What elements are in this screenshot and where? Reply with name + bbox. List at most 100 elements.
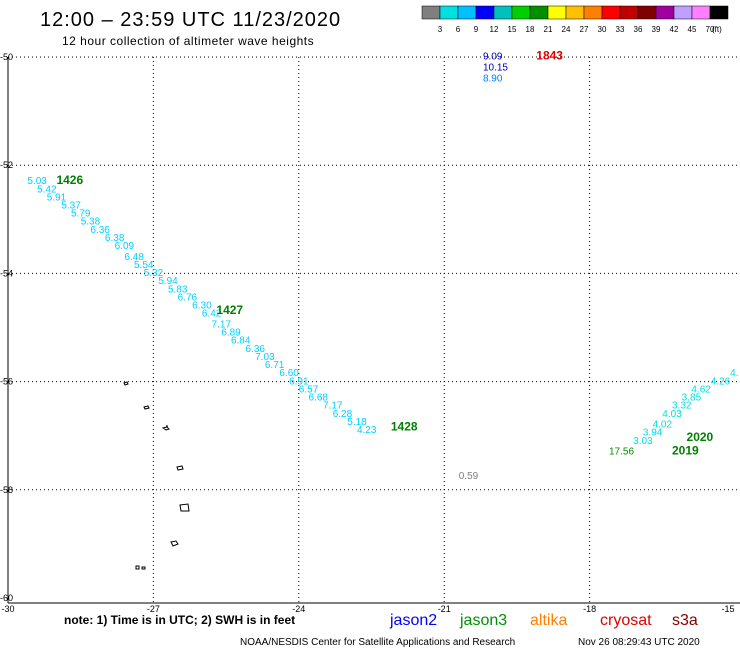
satellite-altika-label: altika (530, 612, 567, 629)
wave-height-label: 6.30 (192, 301, 212, 312)
wave-height-label: 9.09 (483, 52, 503, 63)
legend-unit: (ft) (712, 25, 722, 34)
wave-height-label: 6.68 (308, 393, 328, 404)
legend-swatch (691, 5, 711, 20)
wave-height-label: 5.37 (61, 200, 81, 211)
wave-height-label: 7.17 (212, 320, 232, 331)
wave-height-color-legend: 3 6 9 12 15 18 21 24 27 30 33 36 39 42 45 70 (421, 5, 729, 34)
island-shape (135, 565, 146, 570)
wave-height-label: 8.90 (483, 73, 503, 84)
legend-swatch (619, 5, 639, 20)
wave-height-label: 4.02 (653, 420, 673, 431)
satellite-jason2-label: jason2 (389, 612, 437, 629)
wave-height-label: 6.36 (245, 344, 265, 355)
lon-tick-label: -15 (721, 604, 734, 614)
page-subtitle: 12 hour collection of altimeter wave hei… (62, 34, 314, 48)
wave-height-label: 3.32 (672, 401, 692, 412)
pass-time-label: 2020 (687, 430, 714, 444)
pass-time-label: 1426 (56, 173, 83, 187)
wave-height-label: 5.91 (47, 192, 67, 203)
island-shape (179, 503, 190, 512)
legend-tick-label: 39 (652, 25, 661, 34)
wave-height-label: 4.62 (691, 384, 711, 395)
wave-height-label: 6.71 (265, 360, 285, 371)
wave-height-label: 6.42 (202, 309, 222, 320)
wave-height-label: 6.36 (90, 225, 110, 236)
wave-height-label: 6.28 (333, 409, 353, 420)
legend-swatch (709, 5, 729, 20)
legend-tick-label: 18 (526, 25, 535, 34)
plot-frame (7, 57, 740, 604)
wave-height-label: 7.17 (323, 401, 343, 412)
legend-swatch (673, 5, 693, 20)
legend-tick-label: 70 (706, 25, 715, 34)
legend-tick-label: 15 (508, 25, 517, 34)
lat-tick-label: -50 (0, 52, 13, 62)
legend-tick-label: 36 (634, 25, 643, 34)
wave-height-label: 4. (730, 368, 738, 379)
wave-height-label: 17.56 (609, 447, 634, 458)
wave-height-label: 6.91 (289, 376, 309, 387)
footer-timestamp: Nov 26 08:29:43 UTC 2020 (578, 637, 700, 648)
wave-height-label: 5.42 (37, 184, 57, 195)
wave-height-label: 3.03 (633, 436, 653, 447)
satellite-jason3-label: jason3 (459, 612, 507, 629)
legend-tick-label: 3 (438, 25, 443, 34)
legend-tick-label: 30 (598, 25, 607, 34)
wave-height-label: 5.94 (158, 276, 178, 287)
lat-tick-label: -56 (0, 377, 13, 387)
island-shape (170, 540, 179, 547)
footer-credit: NOAA/NESDIS Center for Satellite Applica… (240, 637, 515, 648)
legend-tick-label: 33 (616, 25, 625, 34)
wave-height-label: 6.84 (231, 336, 251, 347)
graticule: -30 -27 -24 -21 -18 -15 -50 -52 -54 -56 -58 -60 (0, 52, 740, 614)
wave-height-label: 5.32 (144, 268, 164, 279)
legend-swatch (565, 5, 585, 20)
legend-swatch (475, 5, 495, 20)
legend-swatch (583, 5, 603, 20)
legend-swatch (637, 5, 657, 20)
lat-tick-label: -60 (0, 593, 13, 603)
legend-tick-label: 42 (670, 25, 679, 34)
legend-swatch (547, 5, 567, 20)
legend-swatch (439, 5, 459, 20)
wave-height-label: 0.59 (459, 471, 479, 482)
wave-height-label: 6.38 (105, 233, 125, 244)
legend-swatch (493, 5, 513, 20)
wave-height-label: 6.48 (124, 252, 144, 263)
legend-swatch (511, 5, 531, 20)
wave-height-label: 4.23 (357, 425, 377, 436)
island-shape (176, 465, 184, 471)
legend-tick-label: 45 (688, 25, 697, 34)
footer-note: note: 1) Time is in UTC; 2) SWH is in fe… (64, 613, 295, 627)
islands (123, 381, 190, 570)
wave-height-label: 5.03 (27, 176, 47, 187)
wave-height-label: 5.79 (71, 209, 91, 220)
lat-tick-label: -54 (0, 268, 13, 278)
lon-tick-label: -30 (1, 604, 14, 614)
legend-swatch (529, 5, 549, 20)
wave-height-label: 10.15 (483, 63, 508, 74)
legend-swatch (655, 5, 675, 20)
pass-time-label: 1427 (216, 303, 243, 317)
wave-height-label: 3.94 (643, 428, 663, 439)
lat-tick-label: -52 (0, 160, 13, 170)
satellite-s3a-label: s3a (672, 612, 698, 629)
legend-tick-label: 24 (562, 25, 571, 34)
wave-height-label: 4.26 (711, 376, 731, 387)
pass-time-label: 1843 (536, 49, 563, 63)
satellite-legend: jason2 jason3 altika cryosat s3a (389, 612, 698, 629)
legend-tick-label: 9 (474, 25, 479, 34)
wave-height-label: 5.18 (347, 417, 367, 428)
satellite-cryosat-label: cryosat (600, 612, 652, 629)
wave-height-label: 5.54 (134, 260, 154, 271)
lon-tick-label: -21 (438, 604, 451, 614)
legend-tick-label: 27 (580, 25, 589, 34)
legend-tick-label: 12 (490, 25, 499, 34)
legend-swatch (457, 5, 477, 20)
wave-height-tracks: 5.035.425.915.375.795.386.366.386.096.48… (27, 176, 738, 447)
wave-height-label: 6.76 (178, 292, 198, 303)
page-title: 12:00 – 23:59 UTC 11/23/2020 (40, 9, 341, 31)
